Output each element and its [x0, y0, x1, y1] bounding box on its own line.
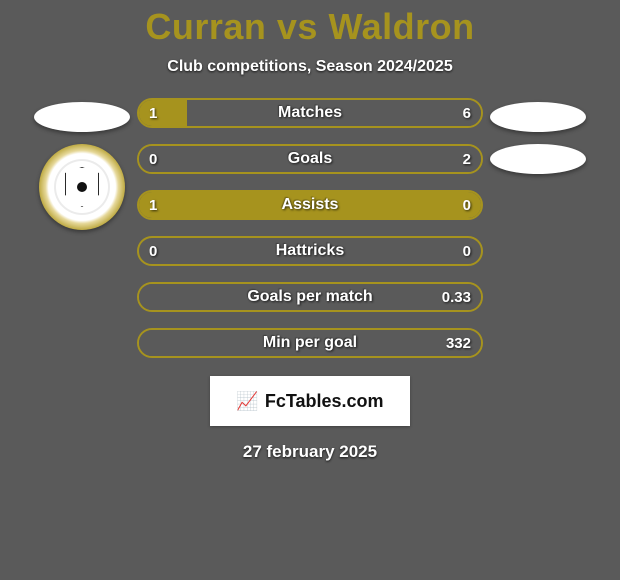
stat-right-value: 0 — [463, 238, 471, 264]
stat-bar-left-fill — [139, 192, 481, 218]
left-player-column — [27, 98, 137, 358]
stat-bar: 332Min per goal — [137, 328, 483, 358]
right-player-ellipse — [490, 144, 586, 174]
page-title: Curran vs Waldron — [145, 6, 474, 48]
left-club-crest — [39, 144, 125, 230]
page-subtitle: Club competitions, Season 2024/2025 — [167, 58, 452, 76]
right-player-column — [483, 98, 593, 358]
stat-bar-left-fill — [139, 100, 187, 126]
comparison-panel: 16Matches 02Goals 10Assists 0 0Hattricks 0.33… — [0, 98, 620, 358]
stat-bar-right-fill — [139, 330, 481, 356]
stat-bar: 0.33Goals per match — [137, 282, 483, 312]
stat-bar-right-fill — [187, 100, 481, 126]
left-player-ellipse — [34, 102, 130, 132]
stat-left-value: 0 — [149, 238, 157, 264]
stat-label: Hattricks — [139, 238, 481, 264]
right-player-ellipse — [490, 102, 586, 132]
brand-icon: 📈 — [236, 391, 258, 412]
stat-bar: 10Assists — [137, 190, 483, 220]
stat-bars: 16Matches 02Goals 10Assists 0 0Hattricks 0.33… — [137, 98, 483, 358]
brand-box: 📈 FcTables.com — [210, 376, 410, 426]
stat-bar-right-fill — [139, 146, 481, 172]
stat-bar: 16Matches — [137, 98, 483, 128]
stat-bar-right-fill — [139, 284, 481, 310]
stat-bar: 02Goals — [137, 144, 483, 174]
stat-bar: 0 0Hattricks — [137, 236, 483, 266]
brand-text: FcTables.com — [265, 391, 384, 412]
footer-date: 27 february 2025 — [243, 442, 377, 462]
